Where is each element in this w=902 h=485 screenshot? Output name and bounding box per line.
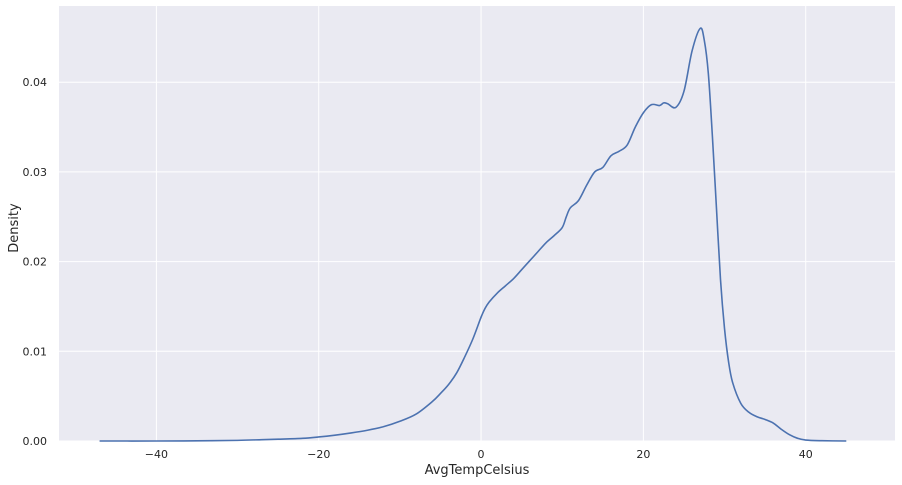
- y-axis-ticks: 0.00 0.01 0.02 0.03 0.04: [23, 76, 48, 448]
- x-tick-label: −20: [307, 448, 330, 461]
- x-tick-label: 0: [478, 448, 485, 461]
- x-axis-label: AvgTempCelsius: [425, 463, 530, 478]
- y-axis-label: Density: [7, 203, 22, 253]
- plot-background: [59, 6, 895, 441]
- x-axis-ticks: −40 −20 0 20 40: [145, 448, 813, 461]
- y-tick-label: 0.00: [23, 435, 48, 448]
- y-tick-label: 0.04: [23, 76, 48, 89]
- y-tick-label: 0.01: [23, 345, 48, 358]
- y-tick-label: 0.03: [23, 166, 48, 179]
- x-tick-label: 40: [799, 448, 813, 461]
- x-tick-label: −40: [145, 448, 168, 461]
- x-tick-label: 20: [636, 448, 650, 461]
- density-curve: [99, 27, 847, 442]
- y-tick-label: 0.02: [23, 256, 48, 269]
